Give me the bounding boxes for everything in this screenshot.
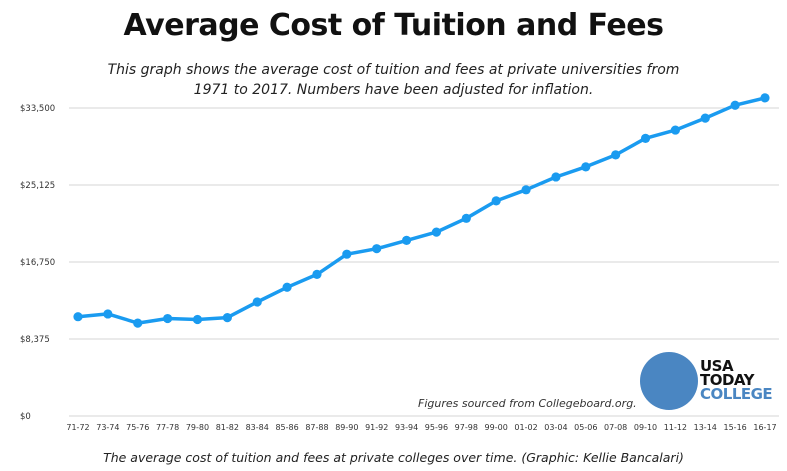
chart-title: Average Cost of Tuition and Fees <box>123 8 664 43</box>
x-tick-label: 75-76 <box>126 423 149 432</box>
logo-line-college: COLLEGE <box>700 385 772 403</box>
data-point <box>670 125 680 135</box>
x-tick-label: 03-04 <box>544 423 567 432</box>
y-tick-label: $33,500 <box>20 104 55 114</box>
x-tick-label: 89-90 <box>335 423 358 432</box>
data-point <box>252 297 262 307</box>
data-point <box>401 235 412 245</box>
x-tick-label: 09-10 <box>634 423 657 432</box>
data-point <box>640 133 651 143</box>
chart-grid <box>69 107 779 417</box>
y-tick-label: $25,125 <box>20 181 55 191</box>
x-tick-label: 71-72 <box>66 423 89 432</box>
x-axis-ticks: 71-72 73-74 75-76 77-78 79-80 81-82 83-84 85-86… <box>66 423 776 432</box>
data-point <box>73 312 83 322</box>
series-line <box>77 96 766 325</box>
series-layer <box>73 93 770 328</box>
chart-subtitle: This graph shows the average cost of tui… <box>107 62 680 98</box>
data-point <box>551 172 561 182</box>
x-tick-label: 93-94 <box>395 423 418 432</box>
logo-line-usa: USA <box>700 357 734 375</box>
x-tick-label: 83-84 <box>246 423 269 432</box>
data-point <box>342 249 352 259</box>
y-tick-label: $16,750 <box>20 258 55 268</box>
data-point <box>372 244 382 254</box>
x-tick-label: 99-00 <box>485 423 508 432</box>
data-point <box>611 150 621 160</box>
data-point <box>282 282 292 292</box>
y-axis-ticks: $0 $8,375 $16,750 $25,125 $33,500 <box>20 104 55 422</box>
x-tick-label: 81-82 <box>216 423 239 432</box>
data-point <box>521 185 531 195</box>
x-tick-label: 11-12 <box>664 423 687 432</box>
y-tick-label: $8,375 <box>20 335 50 345</box>
x-tick-label: 01-02 <box>514 423 537 432</box>
data-point <box>103 309 113 319</box>
x-tick-label: 97-98 <box>455 423 478 432</box>
x-tick-label: 95-96 <box>425 423 448 432</box>
data-point <box>222 313 232 323</box>
x-tick-label: 16-17 <box>753 423 776 432</box>
x-tick-label: 77-78 <box>156 423 179 432</box>
data-point <box>312 269 322 280</box>
x-tick-label: 07-08 <box>604 423 627 432</box>
x-tick-label: 87-88 <box>305 423 328 432</box>
y-tick-label: $0 <box>20 412 31 422</box>
data-point <box>431 227 442 237</box>
x-tick-label: 91-92 <box>365 423 388 432</box>
usa-today-college-logo: USA TODAY COLLEGE <box>640 352 773 410</box>
x-tick-label: 15-16 <box>724 423 747 432</box>
x-tick-label: 05-06 <box>574 423 597 432</box>
figure-caption: The average cost of tuition and fees at … <box>103 450 684 465</box>
data-point <box>760 93 770 103</box>
x-tick-label: 79-80 <box>186 423 209 432</box>
data-point <box>581 162 591 172</box>
x-tick-label: 73-74 <box>96 423 119 432</box>
logo-circle <box>640 352 698 410</box>
data-point <box>461 213 471 223</box>
data-point <box>730 100 740 110</box>
data-point <box>700 113 710 123</box>
data-point <box>133 318 143 328</box>
source-note: Figures sourced from Collegeboard.org. <box>418 397 637 410</box>
data-point <box>192 314 203 325</box>
data-point <box>491 196 501 206</box>
x-tick-label: 13-14 <box>694 423 717 432</box>
data-point <box>163 313 173 324</box>
x-tick-label: 85-86 <box>275 423 298 432</box>
logo-line-today: TODAY <box>700 371 756 389</box>
